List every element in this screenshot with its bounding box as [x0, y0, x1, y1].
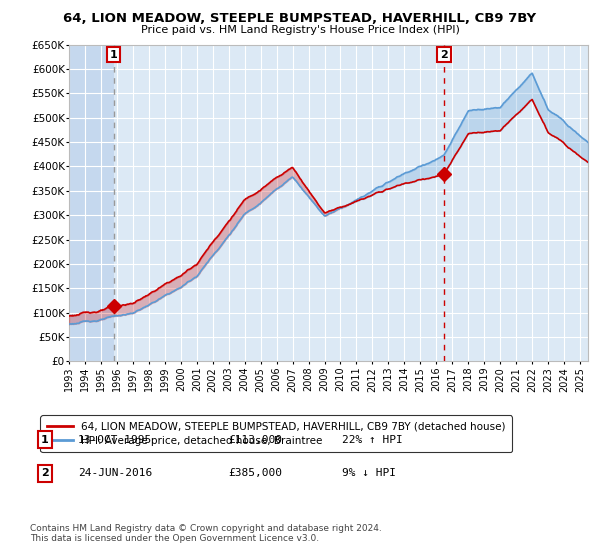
Text: 9% ↓ HPI: 9% ↓ HPI: [342, 468, 396, 478]
Text: Contains HM Land Registry data © Crown copyright and database right 2024.
This d: Contains HM Land Registry data © Crown c…: [30, 524, 382, 543]
Legend: 64, LION MEADOW, STEEPLE BUMPSTEAD, HAVERHILL, CB9 7BY (detached house), HPI: Av: 64, LION MEADOW, STEEPLE BUMPSTEAD, HAVE…: [40, 416, 512, 452]
Text: 1: 1: [41, 435, 49, 445]
Text: 1: 1: [110, 49, 118, 59]
Text: 2: 2: [440, 49, 448, 59]
Text: Price paid vs. HM Land Registry's House Price Index (HPI): Price paid vs. HM Land Registry's House …: [140, 25, 460, 35]
Text: 13-OCT-1995: 13-OCT-1995: [78, 435, 152, 445]
Text: 22% ↑ HPI: 22% ↑ HPI: [342, 435, 403, 445]
Bar: [69, 45, 113, 361]
Text: £113,000: £113,000: [228, 435, 282, 445]
Text: 24-JUN-2016: 24-JUN-2016: [78, 468, 152, 478]
Text: 2: 2: [41, 468, 49, 478]
Text: 64, LION MEADOW, STEEPLE BUMPSTEAD, HAVERHILL, CB9 7BY: 64, LION MEADOW, STEEPLE BUMPSTEAD, HAVE…: [64, 12, 536, 25]
Text: £385,000: £385,000: [228, 468, 282, 478]
